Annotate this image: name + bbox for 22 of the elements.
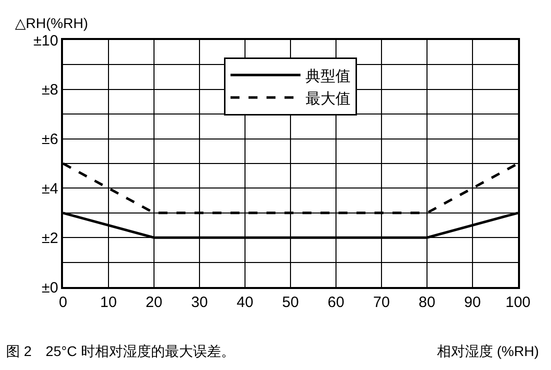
x-tick-label: 80	[418, 294, 436, 311]
x-tick-label: 10	[100, 294, 117, 311]
legend-label: 典型值	[306, 68, 350, 85]
x-tick-label: 90	[464, 294, 481, 311]
x-tick-label: 30	[191, 294, 208, 311]
x-tick-label: 50	[282, 294, 299, 311]
legend-label: 最大值	[306, 90, 350, 108]
y-axis-title: △RH(%RH)	[15, 15, 88, 31]
x-tick-label: 0	[58, 294, 68, 311]
x-tick-label: 40	[236, 294, 254, 311]
y-tick-label: ±6	[42, 131, 58, 148]
y-tick-label: ±0	[42, 279, 58, 296]
x-tick-label: 100	[505, 294, 531, 311]
x-tick-label: 60	[328, 294, 344, 311]
y-tick-label: ±10	[33, 32, 58, 50]
y-tick-label: ±2	[42, 230, 58, 247]
x-tick-label: 20	[146, 294, 162, 311]
caption: 图 2 25°C 时相对湿度的最大误差。	[6, 343, 235, 359]
y-tick-label: ±4	[42, 180, 58, 198]
y-tick-label: ±8	[42, 82, 58, 99]
x-tick-label: 70	[373, 294, 390, 311]
x-axis-title: 相对湿度 (%RH)	[437, 343, 539, 359]
